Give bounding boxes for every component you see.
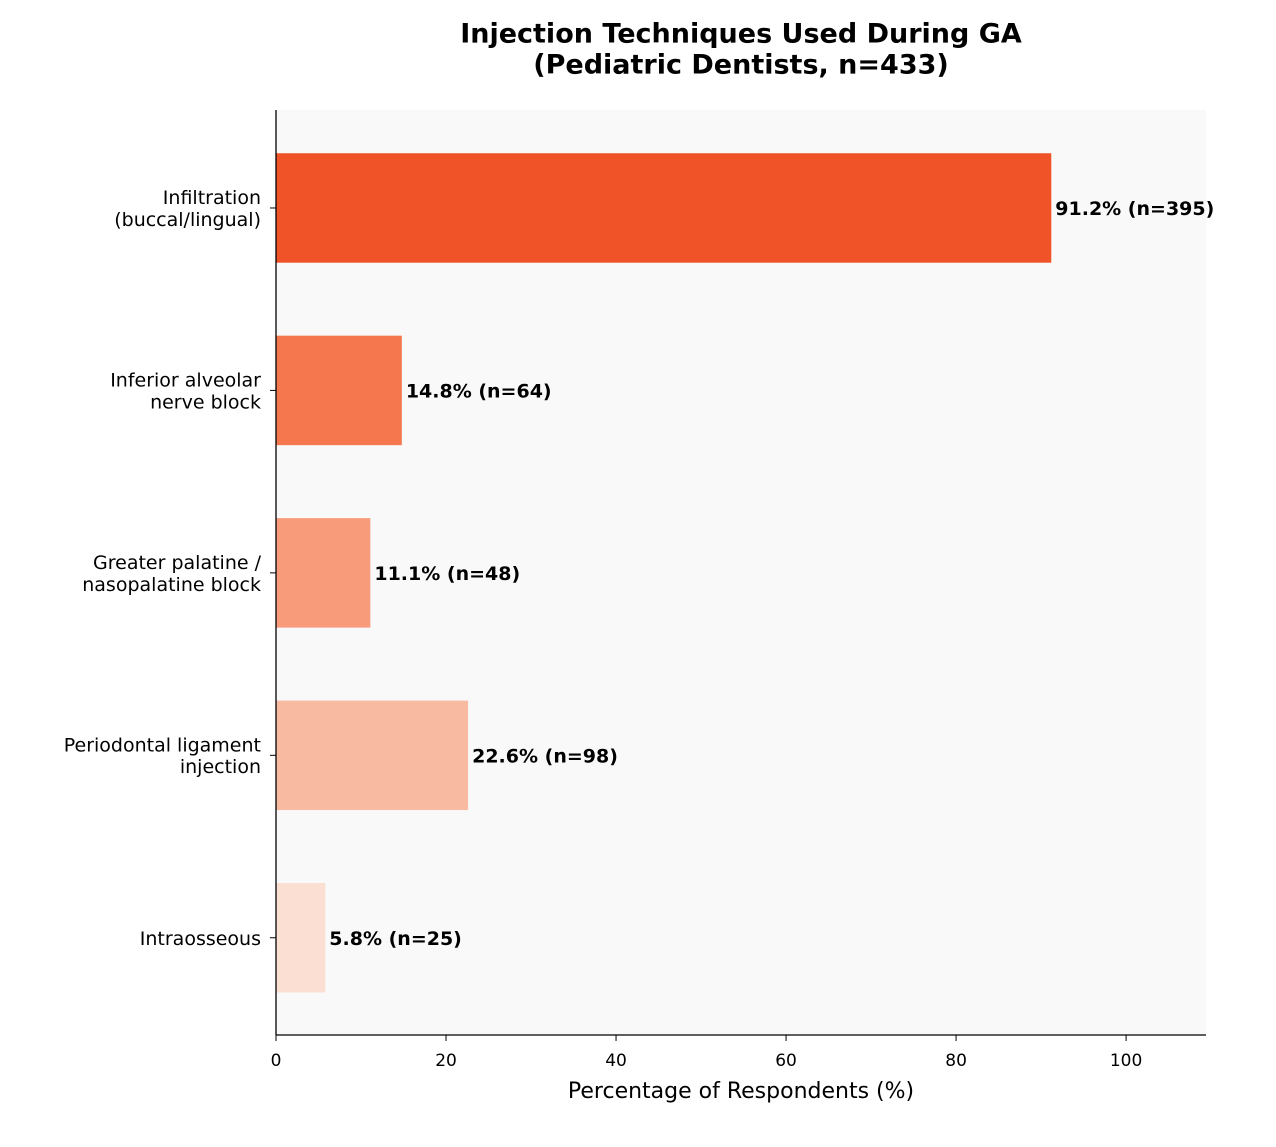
x-tick-label: 20: [435, 1051, 457, 1071]
bar: [276, 518, 371, 628]
x-tick-label: 0: [271, 1051, 282, 1071]
y-tick-label: Greater palatine / nasopalatine block: [82, 552, 261, 596]
plot-area: [276, 110, 1206, 1035]
bar: [276, 700, 469, 811]
value-label: 14.8% (n=64): [406, 380, 552, 402]
x-tick-label: 60: [775, 1051, 797, 1071]
y-tick-label: Infiltration (buccal/lingual): [114, 187, 261, 231]
x-tick-label: 40: [605, 1051, 627, 1071]
value-label: 22.6% (n=98): [472, 745, 618, 767]
y-tick-label: Inferior alveolar nerve block: [110, 369, 261, 413]
bar: [276, 153, 1052, 263]
x-tick-label: 100: [1110, 1051, 1142, 1071]
y-tick-label: Periodontal ligament injection: [64, 734, 261, 778]
y-tick-label: Intraosseous: [140, 928, 261, 950]
x-axis-label: Percentage of Respondents (%): [568, 1079, 914, 1104]
bar: [276, 335, 402, 446]
value-label: 5.8% (n=25): [329, 928, 462, 950]
bar: [276, 883, 326, 993]
x-tick-label: 80: [945, 1051, 967, 1071]
chart-title: Injection Techniques Used During GA (Pedi…: [460, 18, 1022, 80]
value-label: 11.1% (n=48): [374, 563, 520, 585]
value-label: 91.2% (n=395): [1055, 198, 1214, 220]
